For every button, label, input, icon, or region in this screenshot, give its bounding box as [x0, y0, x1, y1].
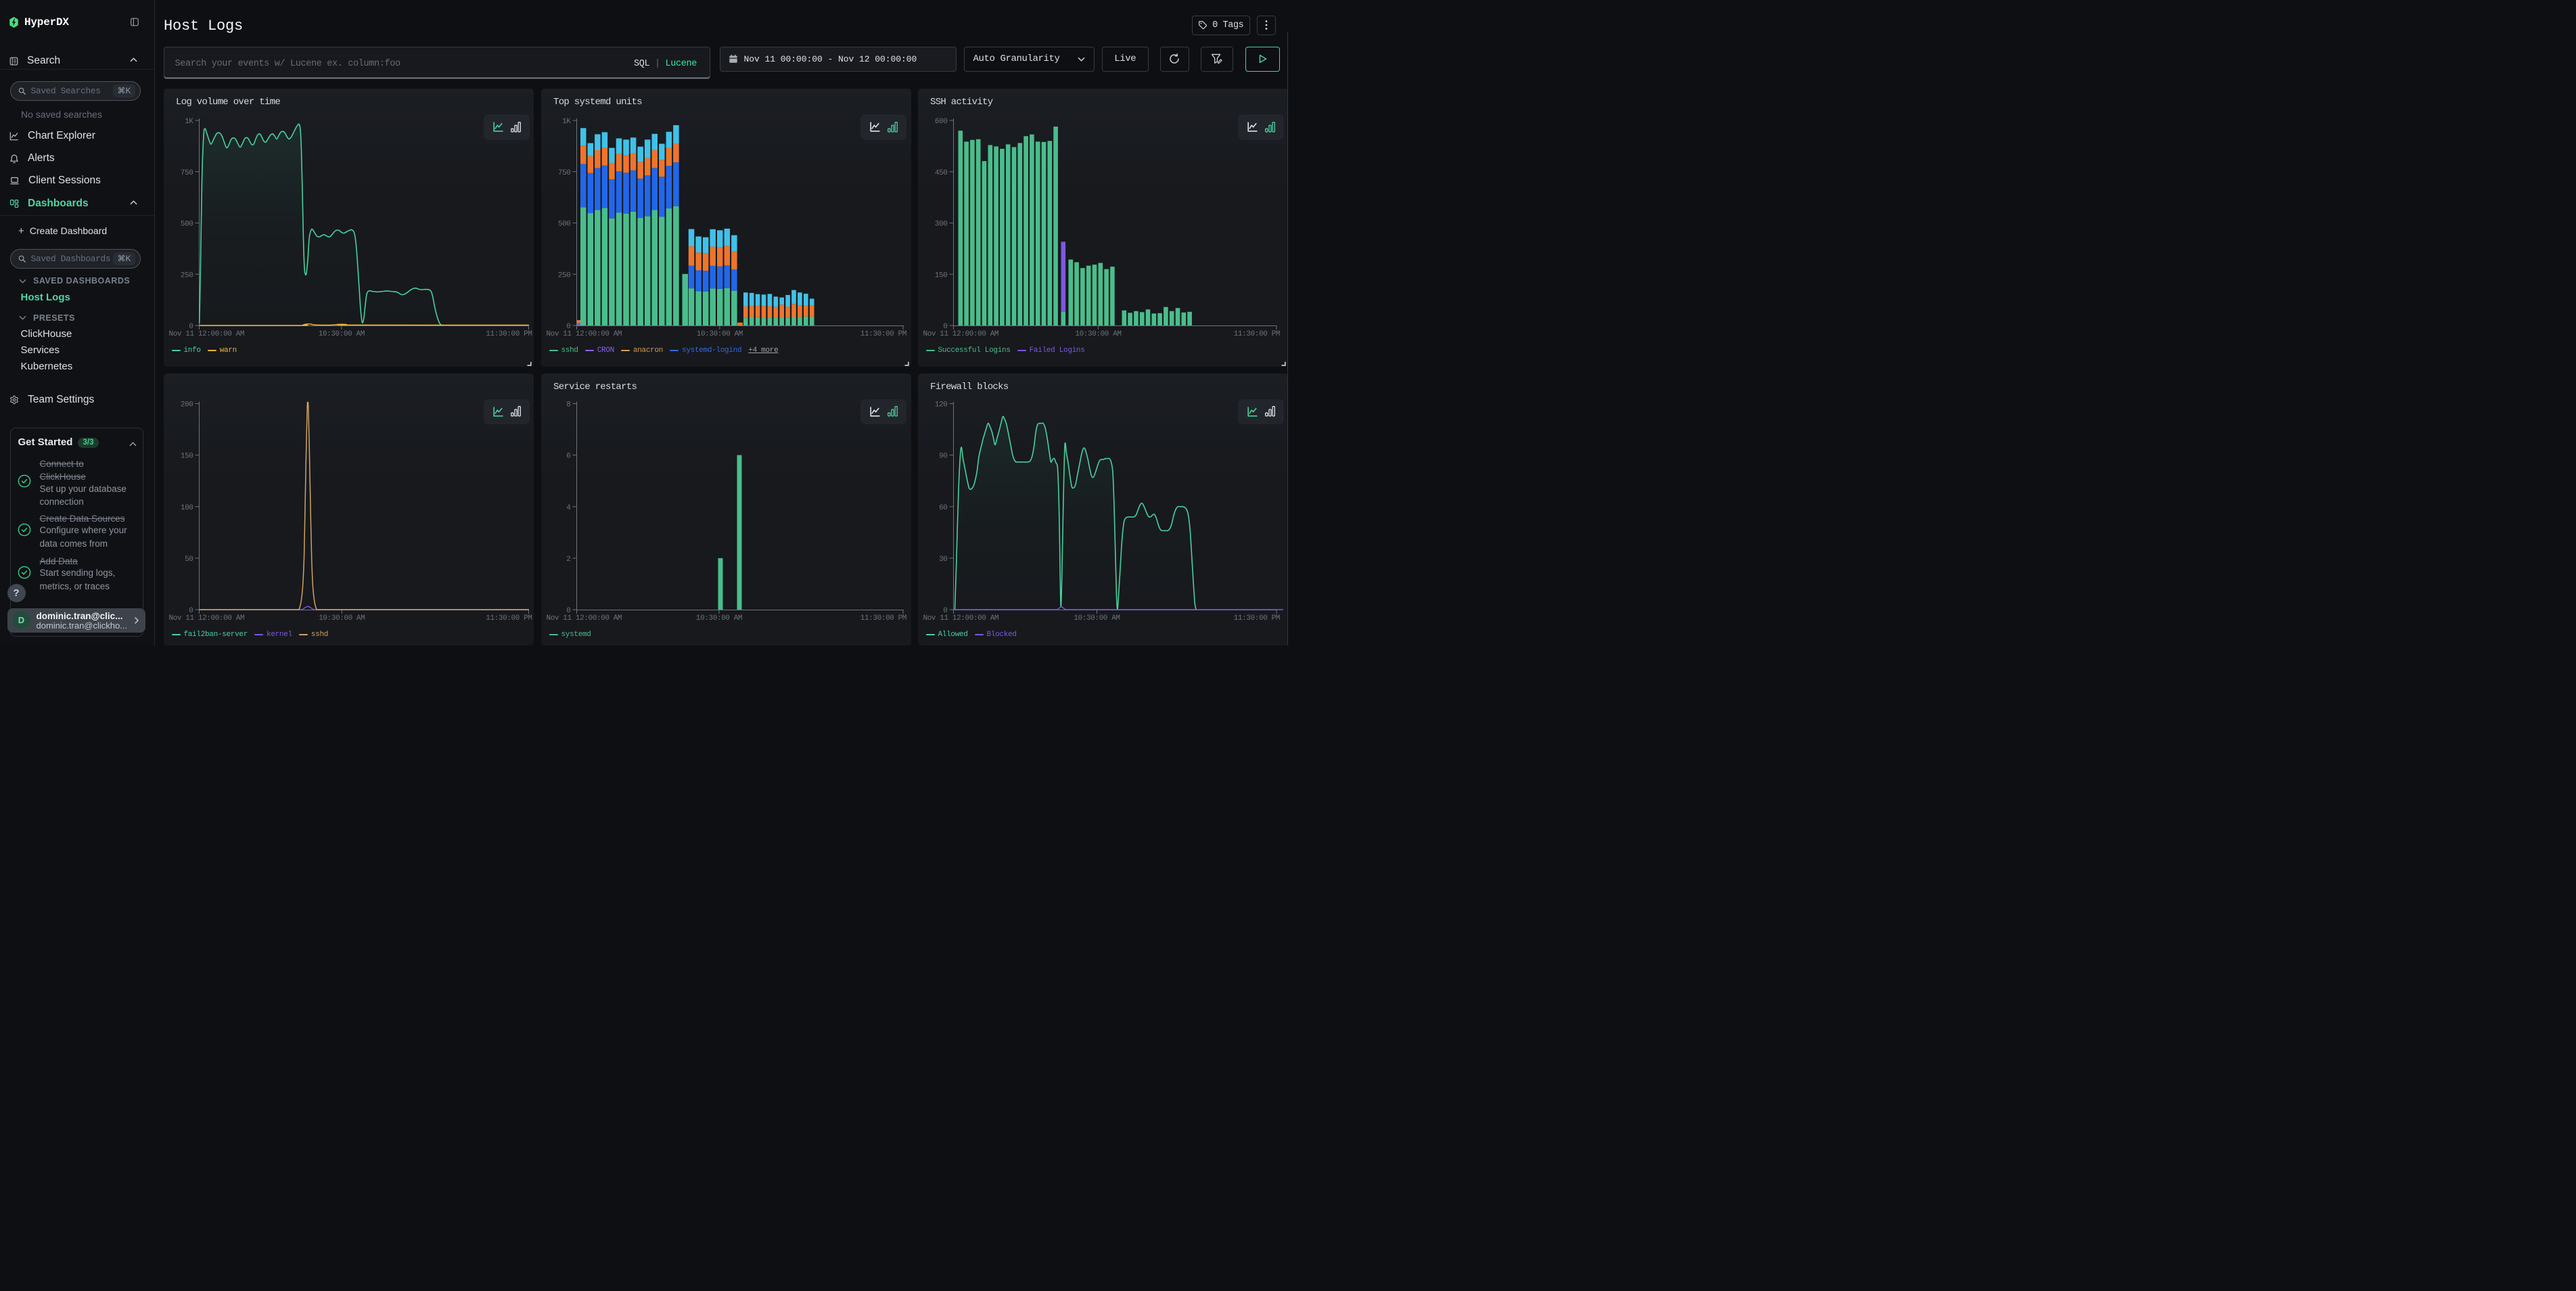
svg-text:100: 100 [180, 503, 193, 512]
svg-text:11:30:00 PM: 11:30:00 PM [860, 330, 906, 338]
svg-text:1K: 1K [185, 118, 193, 126]
svg-text:8: 8 [566, 401, 570, 409]
svg-text:10:30:00 AM: 10:30:00 AM [1075, 330, 1121, 338]
svg-text:60: 60 [939, 503, 947, 512]
svg-text:500: 500 [557, 221, 570, 229]
svg-text:600: 600 [934, 118, 947, 126]
svg-text:Nov 11 12:00:00 AM: Nov 11 12:00:00 AM [168, 330, 244, 338]
svg-text:10:30:00 AM: 10:30:00 AM [1074, 614, 1120, 622]
svg-text:0: 0 [189, 607, 193, 615]
svg-text:0: 0 [566, 323, 570, 331]
svg-text:Nov 11 12:00:00 AM: Nov 11 12:00:00 AM [546, 330, 622, 338]
svg-text:150: 150 [934, 271, 947, 279]
svg-text:Nov 11 12:00:00 AM: Nov 11 12:00:00 AM [923, 330, 998, 338]
svg-text:Nov 11 12:00:00 AM: Nov 11 12:00:00 AM [546, 614, 622, 622]
svg-text:0: 0 [566, 607, 570, 615]
svg-text:11:30:00 PM: 11:30:00 PM [486, 614, 532, 622]
svg-text:Nov 11 12:00:00 AM: Nov 11 12:00:00 AM [168, 614, 244, 622]
svg-text:120: 120 [934, 401, 947, 409]
svg-text:750: 750 [557, 169, 570, 177]
svg-text:11:30:00 PM: 11:30:00 PM [1233, 614, 1279, 622]
svg-text:2: 2 [566, 555, 570, 563]
svg-text:4: 4 [566, 503, 571, 512]
svg-text:150: 150 [180, 452, 193, 460]
svg-text:200: 200 [180, 401, 193, 409]
svg-text:11:30:00 PM: 11:30:00 PM [1233, 330, 1279, 338]
svg-text:250: 250 [557, 271, 570, 279]
svg-text:500: 500 [180, 221, 193, 229]
svg-text:6: 6 [566, 452, 570, 460]
svg-text:0: 0 [943, 323, 947, 331]
svg-text:1K: 1K [562, 118, 571, 126]
svg-text:90: 90 [939, 452, 947, 460]
svg-text:0: 0 [189, 323, 193, 331]
svg-text:10:30:00 AM: 10:30:00 AM [319, 614, 365, 622]
svg-text:10:30:00 AM: 10:30:00 AM [318, 330, 364, 338]
svg-text:11:30:00 PM: 11:30:00 PM [860, 614, 906, 622]
svg-text:0: 0 [943, 607, 947, 615]
svg-text:250: 250 [180, 271, 193, 279]
svg-text:30: 30 [939, 555, 947, 563]
svg-text:10:30:00 AM: 10:30:00 AM [695, 614, 741, 622]
svg-text:750: 750 [180, 169, 193, 177]
svg-text:300: 300 [934, 221, 947, 229]
svg-text:10:30:00 AM: 10:30:00 AM [696, 330, 742, 338]
svg-text:50: 50 [185, 555, 193, 563]
svg-text:450: 450 [934, 169, 947, 177]
svg-text:Nov 11 12:00:00 AM: Nov 11 12:00:00 AM [923, 614, 998, 622]
svg-text:11:30:00 PM: 11:30:00 PM [486, 330, 532, 338]
